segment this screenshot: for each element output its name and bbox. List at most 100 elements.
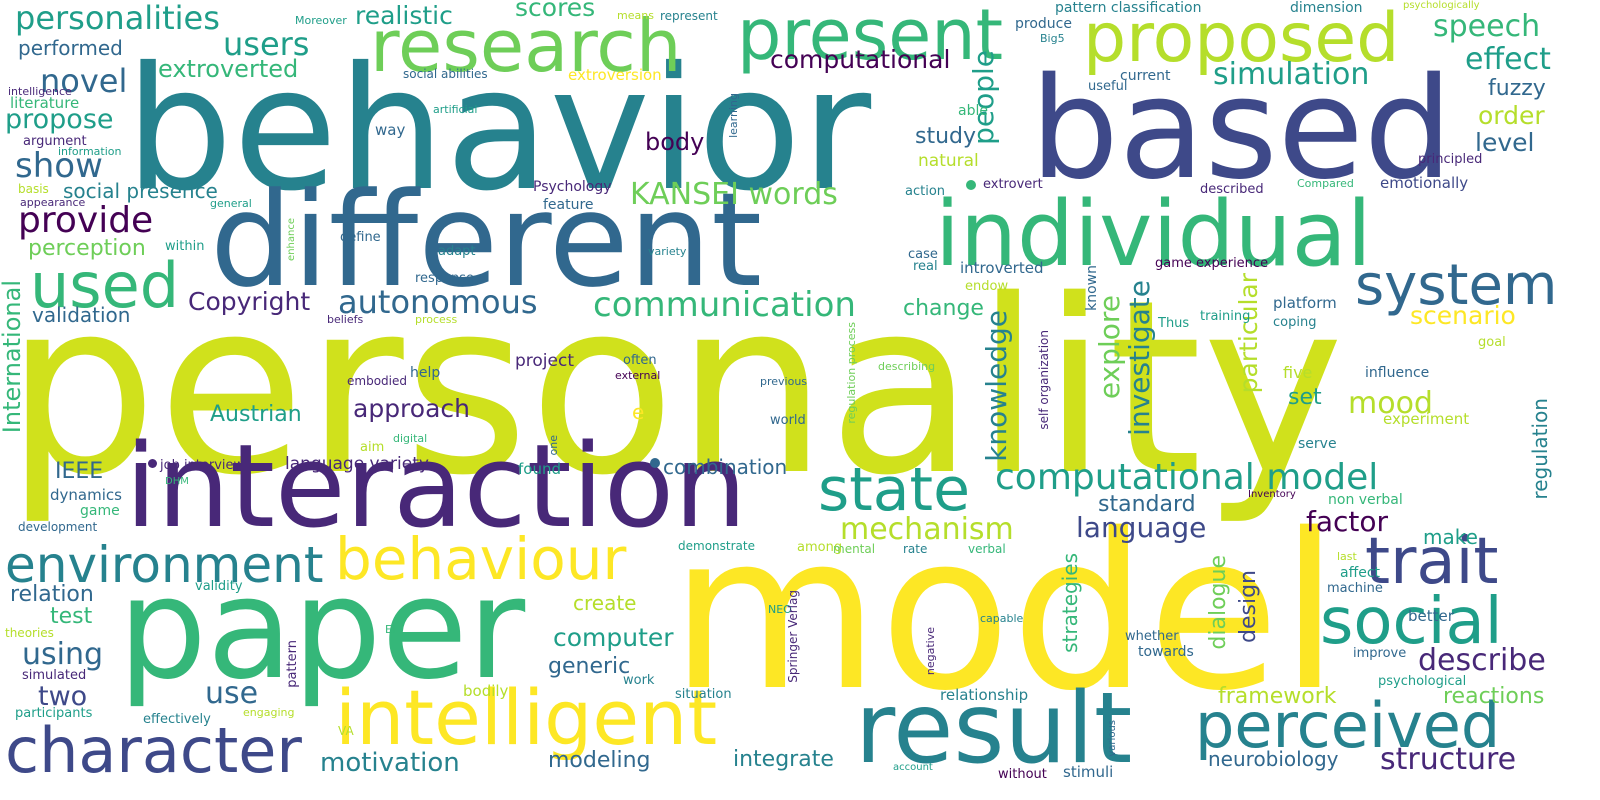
word-system: system: [1355, 253, 1558, 318]
word-austrian: Austrian: [210, 402, 302, 427]
word-particular: particular: [1234, 273, 1263, 394]
word-better: better: [1408, 607, 1454, 625]
word-way: way: [375, 121, 406, 139]
word-big5: Big5: [1040, 32, 1065, 45]
word-order: order: [1478, 101, 1545, 130]
word-relation: relation: [10, 582, 94, 607]
word-capable: capable: [980, 612, 1024, 625]
word-verbal: verbal: [968, 542, 1006, 556]
word-ei: EI: [385, 623, 396, 636]
dot-mark: [966, 180, 976, 190]
word-validity: validity: [195, 579, 243, 594]
word-influence: influence: [1365, 365, 1430, 381]
word-perceived: perceived: [1195, 689, 1501, 762]
word-learning: learning: [727, 93, 740, 138]
word-without: without: [998, 767, 1047, 782]
word-self-organization: self organization: [1037, 330, 1051, 430]
word-argument: argument: [23, 134, 87, 149]
word-approach: approach: [353, 394, 470, 423]
word-case: case: [908, 247, 938, 262]
word-intelligence: intelligence: [8, 85, 72, 98]
word-training: training: [1200, 309, 1251, 324]
word-stimuli: stimuli: [1063, 763, 1114, 781]
word-goal: goal: [1478, 335, 1506, 350]
word-autonomous: autonomous: [338, 283, 538, 321]
word-paper: paper: [118, 548, 526, 711]
word-job-interview: job interview: [160, 458, 245, 473]
word-set: set: [1288, 385, 1322, 410]
word-means: means: [617, 9, 654, 22]
word-emotionally: emotionally: [1380, 174, 1469, 192]
word-generic: generic: [548, 654, 631, 679]
word-different: different: [210, 164, 763, 316]
word-effect: effect: [1465, 42, 1551, 77]
word-trait: trait: [1365, 525, 1499, 599]
word-information: information: [58, 145, 122, 158]
word-extroversion: extroversion: [568, 66, 662, 84]
word-describing: describing: [878, 360, 936, 373]
word-model: model: [670, 487, 1340, 738]
word-improve: improve: [1353, 646, 1407, 661]
word-introverted: introverted: [960, 259, 1044, 277]
word-dhm: DHM: [165, 476, 189, 487]
word-neo: NEO: [768, 603, 792, 616]
word-social: social: [1320, 585, 1503, 659]
word-framework: framework: [1218, 684, 1337, 709]
word-literature: literature: [10, 94, 80, 112]
word-based: based: [1030, 48, 1453, 211]
word-participants: participants: [15, 706, 93, 721]
word-show: show: [15, 146, 103, 186]
word-variety: variety: [648, 245, 687, 258]
word-development: development: [18, 520, 98, 534]
word-project: project: [515, 351, 575, 371]
word-social-presence: social presence: [63, 179, 218, 203]
word-among: among: [797, 540, 843, 555]
word-computational-model: computational model: [995, 457, 1379, 498]
word-structure: structure: [1380, 742, 1517, 777]
word-moreover: Moreover: [295, 14, 347, 27]
dot-mark: [650, 458, 660, 468]
word-one: one: [547, 435, 560, 456]
word-help: help: [410, 365, 441, 381]
word-last: last: [1337, 550, 1357, 563]
word-external: external: [615, 369, 661, 382]
word-social-abilities: social abilities: [403, 67, 488, 81]
word-use: use: [205, 676, 259, 711]
word-often: often: [623, 353, 657, 368]
word-investigate: investigate: [1123, 280, 1156, 436]
word-users: users: [223, 25, 310, 63]
word-communication: communication: [593, 285, 856, 325]
word-change: change: [903, 296, 984, 321]
word-account: account: [893, 762, 933, 773]
word-create: create: [573, 591, 637, 615]
word-computational: computational: [770, 45, 951, 74]
word-within: within: [165, 239, 205, 254]
word-beliefs: beliefs: [327, 313, 364, 326]
word-compared: Compared: [1297, 177, 1354, 190]
word-game: game: [80, 503, 120, 519]
word-using: using: [22, 637, 104, 672]
word-enhance: enhance: [286, 218, 297, 261]
word-behavior: behavior: [125, 31, 872, 229]
word-two: two: [38, 681, 88, 712]
word-language: language: [1076, 511, 1207, 544]
word-individual: individual: [935, 182, 1372, 287]
word-response: response: [415, 271, 475, 286]
word-describe: describe: [1418, 643, 1546, 678]
word-kansei-words: KANSEI words: [630, 177, 838, 212]
word-factor: factor: [1306, 505, 1389, 538]
word-dimension: dimension: [1290, 0, 1363, 16]
word-body: body: [645, 128, 705, 156]
word-process: process: [415, 313, 458, 326]
word-psychology: Psychology: [533, 179, 612, 195]
word-define: define: [340, 230, 381, 245]
dot-mark: [148, 459, 157, 468]
word-mechanism: mechanism: [840, 512, 1014, 547]
word-neurobiology: neurobiology: [1208, 747, 1339, 771]
word-extrovert: extrovert: [983, 177, 1043, 192]
word-coping: coping: [1273, 315, 1317, 330]
word-natural: natural: [918, 151, 979, 171]
word-regulation-process: regulation process: [845, 322, 858, 424]
word-computer: computer: [553, 623, 674, 652]
